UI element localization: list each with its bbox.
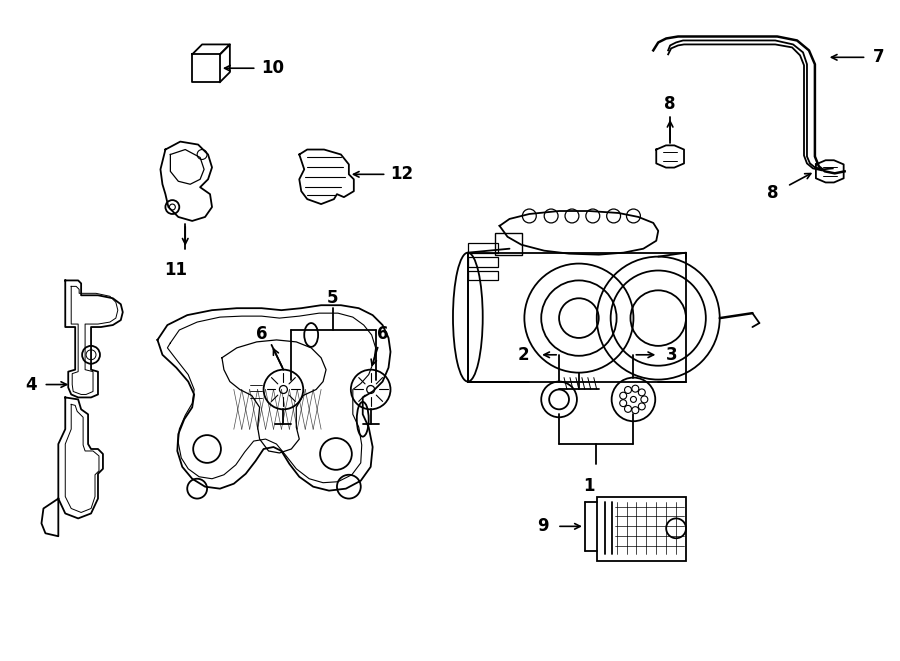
Text: 12: 12 [391, 165, 414, 183]
Text: 7: 7 [872, 48, 884, 66]
Bar [468, 253, 686, 381]
Text: 8: 8 [767, 184, 778, 202]
Text: 4: 4 [26, 375, 38, 393]
Text: 10: 10 [262, 59, 284, 77]
Text: 8: 8 [664, 95, 676, 113]
Bar [495, 233, 522, 254]
Text: 1: 1 [583, 477, 595, 495]
Text: 5: 5 [328, 290, 338, 307]
Text: 3: 3 [666, 346, 678, 364]
Bar [468, 256, 498, 266]
Bar [468, 270, 498, 280]
Text: 9: 9 [537, 518, 549, 535]
Text: 6: 6 [377, 325, 388, 343]
Bar [468, 243, 498, 253]
Bar [597, 496, 686, 561]
Text: 11: 11 [164, 260, 187, 278]
Text: 6: 6 [256, 325, 267, 343]
Text: 2: 2 [518, 346, 529, 364]
